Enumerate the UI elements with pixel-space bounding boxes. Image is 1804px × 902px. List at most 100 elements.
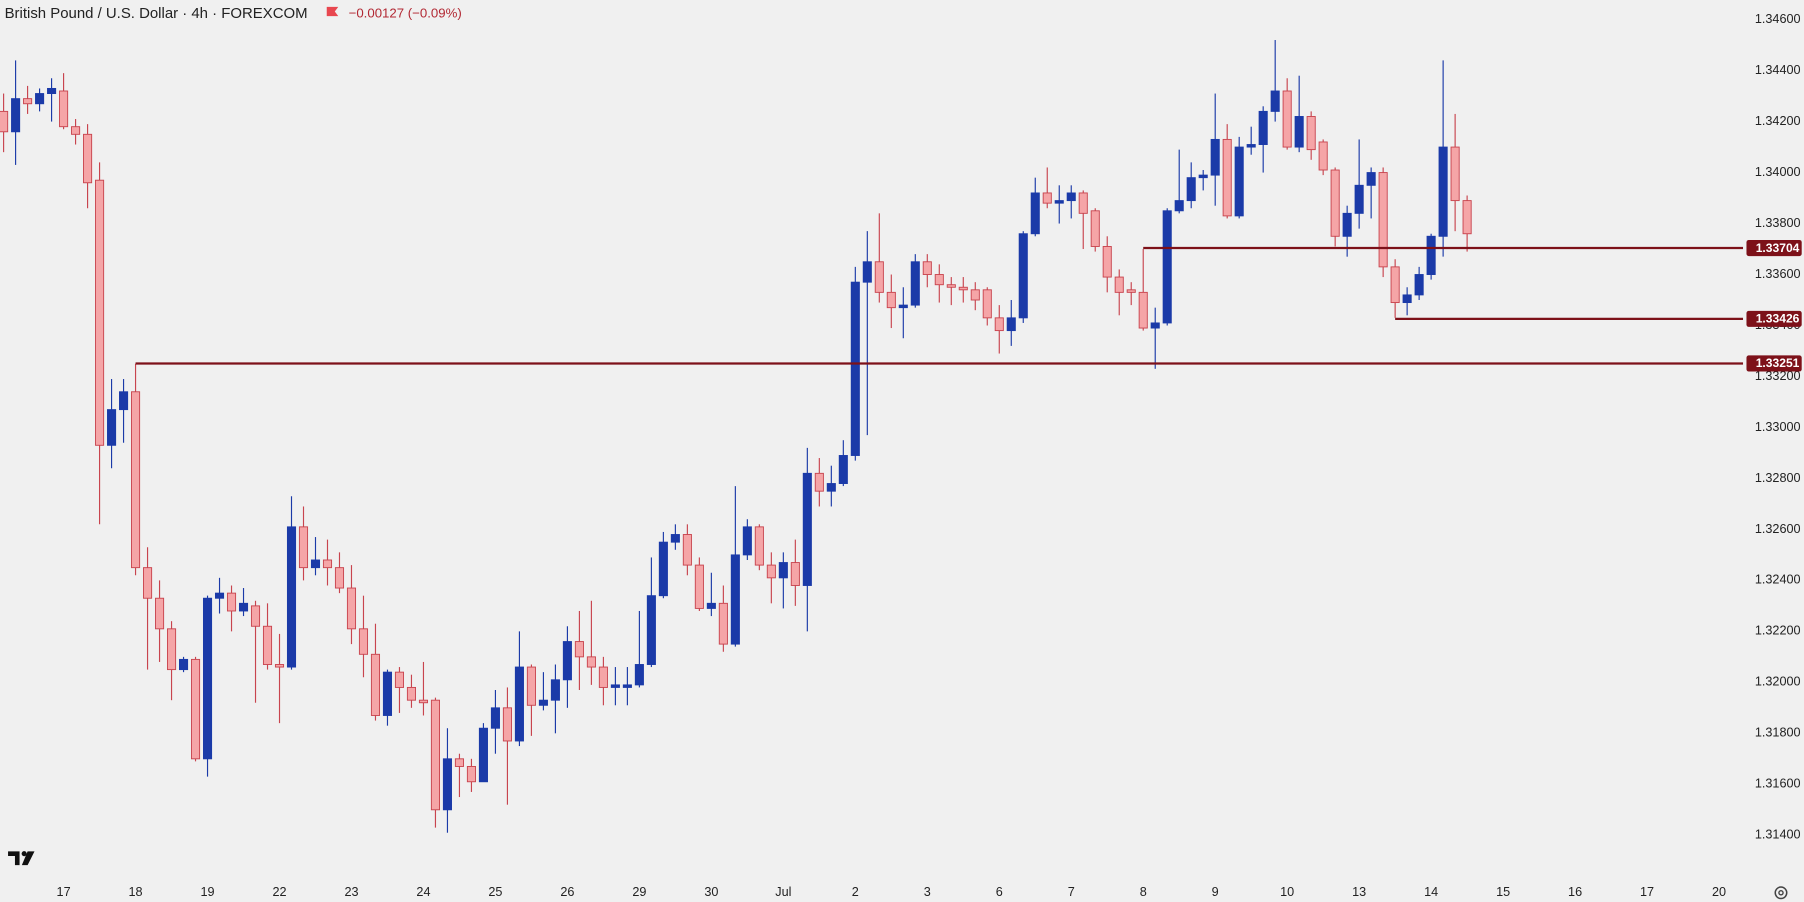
y-tick-label: 1.33200 — [1755, 369, 1801, 383]
candle-body — [358, 628, 369, 655]
y-tick-label: 1.34400 — [1755, 63, 1801, 77]
tradingview-logo — [8, 851, 35, 866]
x-tick-label: 3 — [924, 885, 931, 899]
candle-body — [1378, 172, 1388, 268]
candle-body — [1006, 317, 1016, 332]
candle-body — [1402, 294, 1412, 304]
candle-body — [167, 628, 177, 671]
candle-body — [766, 564, 776, 579]
candle-body — [1390, 266, 1400, 304]
candle-body — [778, 562, 788, 579]
level-label: 1.33704 — [1756, 241, 1800, 255]
candle-body — [730, 554, 740, 645]
candle-body — [1330, 169, 1340, 237]
level-label-box — [1746, 355, 1802, 372]
candle-body — [1342, 212, 1352, 237]
x-tick-label: 6 — [996, 885, 1003, 899]
candle-body — [658, 541, 668, 597]
y-tick-label: 1.33600 — [1755, 267, 1801, 281]
x-tick-label: 7 — [1068, 885, 1075, 899]
candle-body — [1042, 192, 1052, 204]
candle-body — [346, 587, 357, 630]
candle-body — [1090, 210, 1100, 247]
candle-body — [394, 671, 405, 688]
y-tick-label: 1.32800 — [1755, 471, 1801, 485]
candle-body — [226, 592, 237, 612]
x-tick-label: 17 — [57, 885, 71, 899]
x-tick-label: Jul — [775, 885, 791, 899]
candle-body — [334, 567, 345, 589]
candle-body — [107, 409, 117, 446]
candle-body — [1438, 146, 1448, 237]
candle-body — [442, 758, 452, 811]
candle-body — [0, 110, 9, 133]
x-tick-label: 22 — [272, 885, 286, 899]
candle-body — [95, 179, 105, 446]
candle-body — [35, 93, 45, 105]
candle-body — [71, 126, 81, 135]
candle-body — [1354, 184, 1364, 214]
x-tick-label: 29 — [632, 885, 646, 899]
level-label-box — [1746, 239, 1802, 257]
candle-body — [922, 261, 932, 275]
candle-body — [586, 656, 596, 668]
candle-body — [59, 90, 69, 128]
x-tick-label: 30 — [704, 885, 718, 899]
candle-body — [322, 559, 333, 569]
candle-body — [1234, 146, 1244, 217]
candle-body — [1186, 177, 1196, 202]
candle-body — [1138, 291, 1148, 329]
candle-body — [670, 534, 680, 543]
chart-title: British Pound / U.S. Dollar · 4h · FOREX… — [5, 5, 308, 22]
candle-body — [718, 602, 728, 645]
x-tick-label: 13 — [1352, 885, 1366, 899]
candle-body — [898, 304, 908, 309]
y-tick-label: 1.34200 — [1755, 114, 1801, 128]
candle-body — [250, 605, 261, 627]
y-tick-label: 1.33800 — [1755, 216, 1801, 230]
x-tick-label: 10 — [1280, 885, 1294, 899]
level-label: 1.33426 — [1756, 312, 1800, 326]
x-tick-label: 15 — [1496, 885, 1510, 899]
candle-body — [1306, 116, 1316, 151]
candle-body — [526, 666, 536, 706]
candle-body — [1270, 90, 1280, 112]
candle-body — [310, 559, 321, 569]
candle-body — [502, 707, 512, 742]
candle-body — [1258, 110, 1268, 145]
candle-body — [826, 483, 836, 492]
candle-body — [1018, 233, 1028, 319]
candle-body — [610, 684, 620, 688]
flag-icon — [326, 6, 339, 17]
candle-body — [1294, 116, 1304, 148]
candle-body — [886, 291, 896, 309]
candle-body — [790, 562, 800, 586]
candle-body — [286, 526, 297, 668]
candle-body — [298, 526, 309, 569]
candle-body — [47, 87, 57, 95]
y-tick-label: 1.31400 — [1755, 828, 1801, 842]
candle-body — [562, 641, 572, 681]
y-tick-label: 1.33000 — [1755, 420, 1801, 434]
candle-body — [1450, 146, 1460, 202]
candle-body — [430, 699, 440, 811]
y-tick-label: 1.32400 — [1755, 573, 1801, 587]
candle-body — [1462, 200, 1472, 235]
candle-body — [1102, 246, 1112, 278]
candle-body — [1066, 192, 1076, 202]
candle-body — [1150, 322, 1160, 329]
candle-body — [214, 592, 225, 599]
candle-body — [1282, 90, 1292, 148]
x-tick-label: 14 — [1424, 885, 1438, 899]
candle-body — [490, 707, 500, 729]
x-tick-label: 20 — [1712, 885, 1726, 899]
candle-body — [466, 765, 476, 783]
y-tick-label: 1.34000 — [1755, 165, 1801, 179]
candle-body — [1318, 141, 1328, 171]
settings-icon[interactable] — [1774, 886, 1788, 900]
y-tick-label: 1.31600 — [1755, 777, 1801, 791]
x-tick-label: 19 — [201, 885, 215, 899]
candle-body — [538, 699, 548, 706]
